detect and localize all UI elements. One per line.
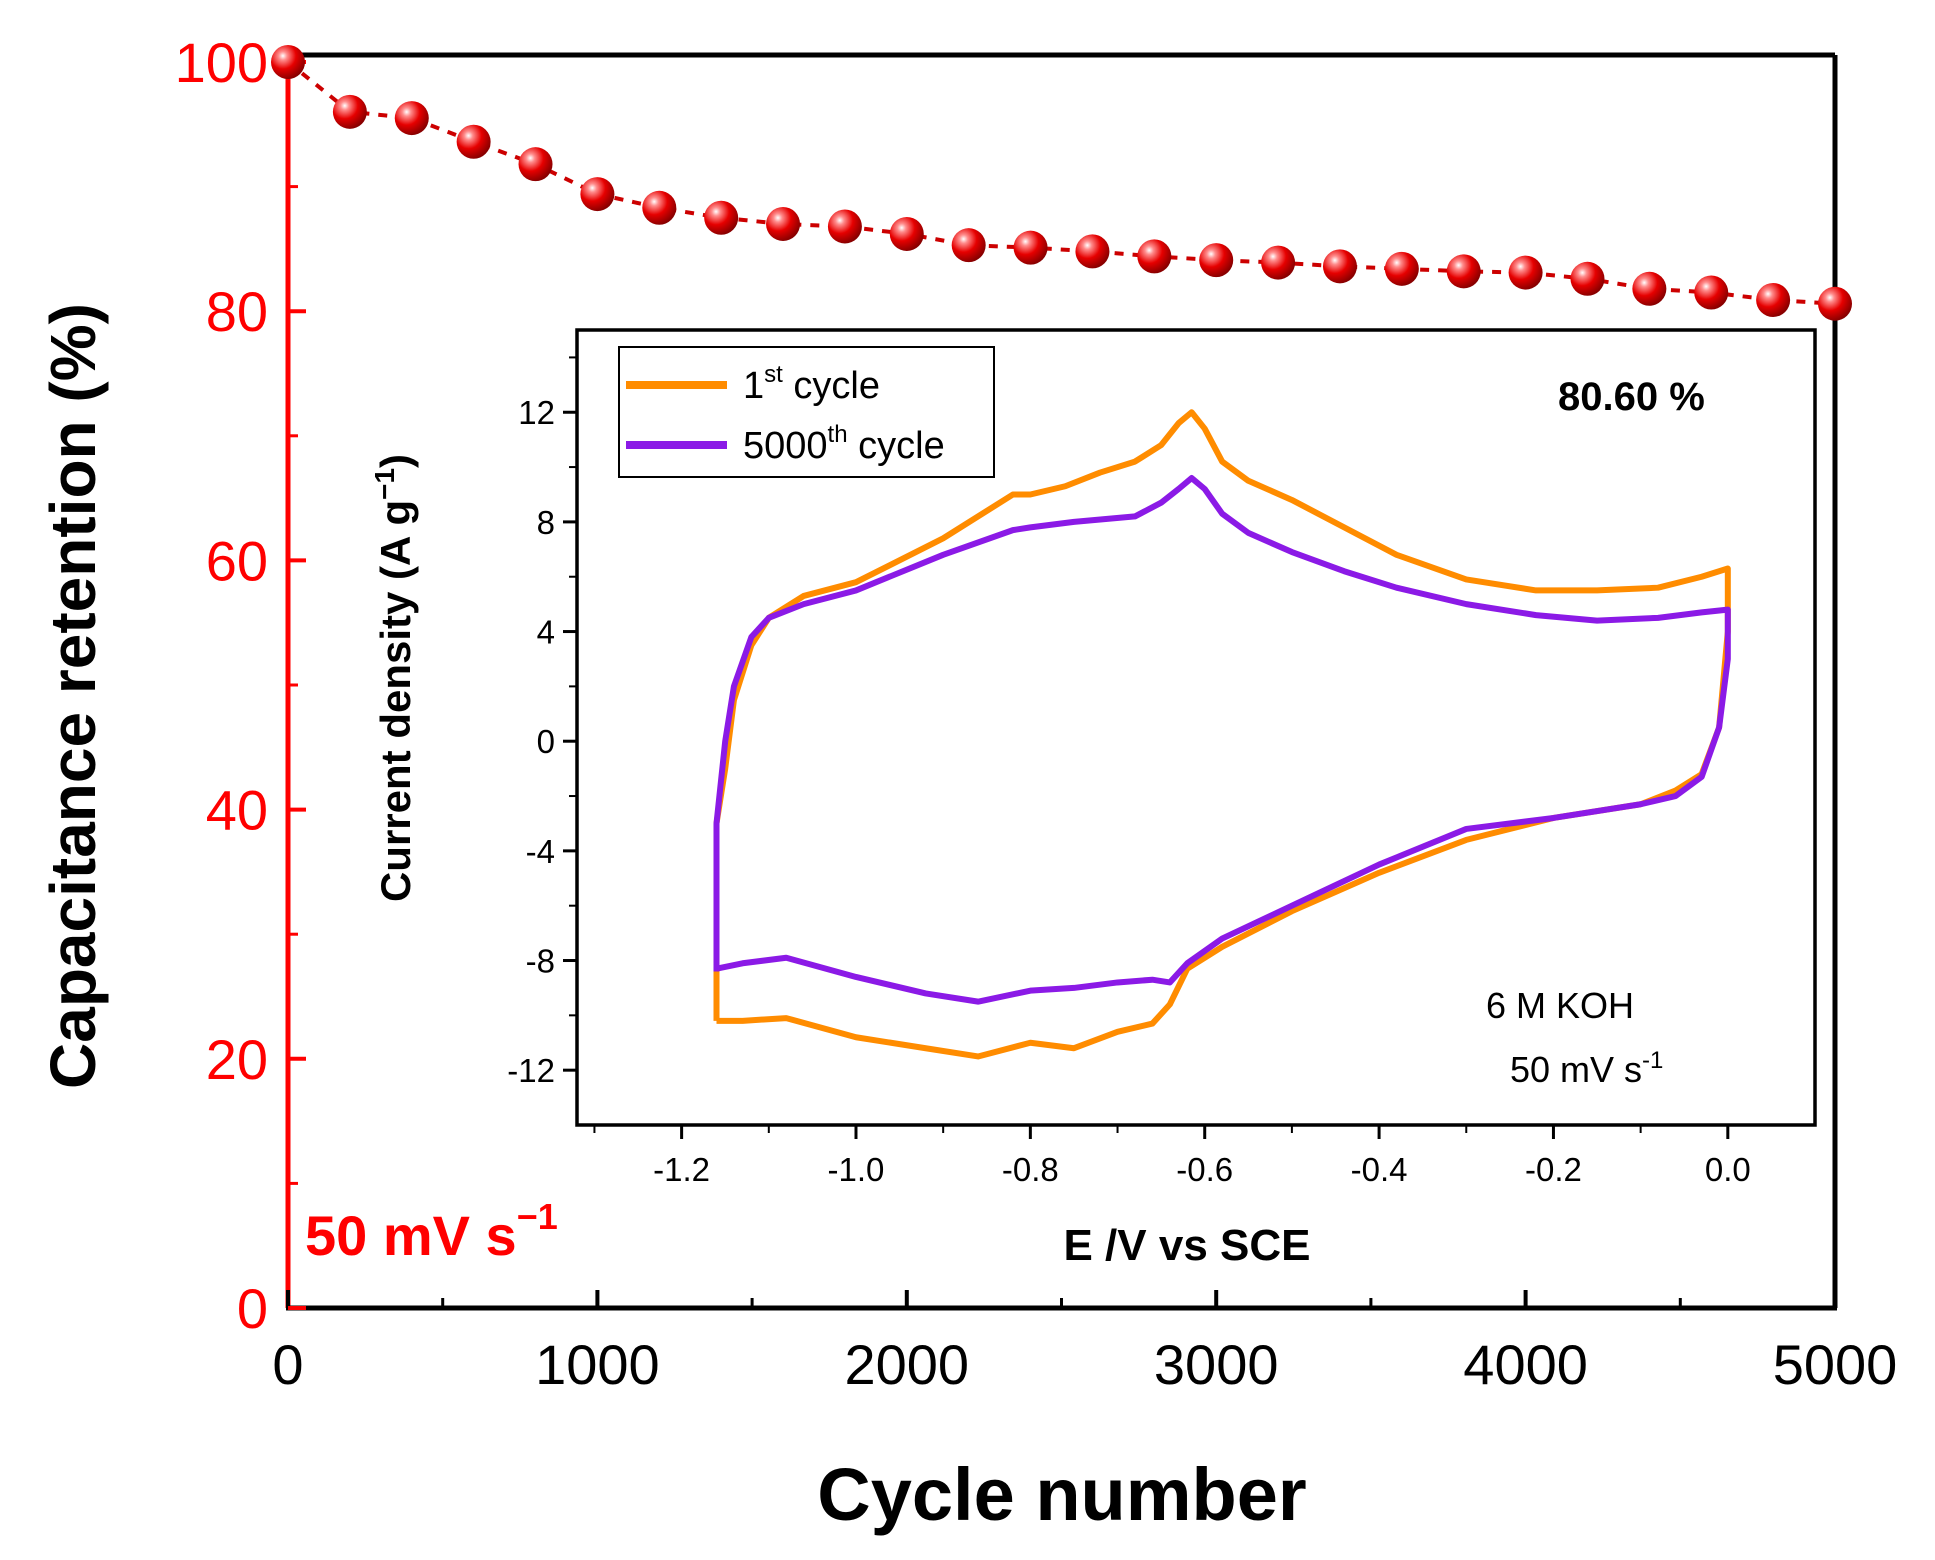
retention-point	[1446, 254, 1481, 289]
main-x-tick-label: 0	[272, 1333, 303, 1396]
inset-y-tick-label: -8	[526, 943, 555, 980]
main-x-axis-title: Cycle number	[817, 1453, 1306, 1536]
retention-point	[1137, 239, 1172, 274]
inset-y-tick-label: -12	[507, 1052, 555, 1089]
retention-point	[518, 147, 553, 182]
main-x-tick-label: 5000	[1773, 1333, 1898, 1396]
inset-y-tick-label: 8	[537, 504, 555, 541]
retention-point	[580, 177, 615, 212]
scan-rate-label: 50 mV s-1	[1510, 1047, 1663, 1090]
inset-x-tick-label: -0.6	[1176, 1151, 1233, 1188]
retention-point	[271, 45, 305, 79]
retention-point	[1756, 282, 1791, 317]
main-y-tick-label: 40	[206, 779, 268, 842]
retention-point	[704, 200, 739, 235]
retention-point	[642, 190, 677, 225]
inset-y-title-suffix: )	[372, 454, 419, 468]
inset-x-tick-label: -0.2	[1525, 1151, 1582, 1188]
main-x-tick-label: 2000	[845, 1333, 970, 1396]
inset-y-tick-label: 0	[537, 723, 555, 760]
main-y-tick-label: 100	[175, 31, 268, 94]
retention-point	[1013, 230, 1048, 265]
scan-rate-label-exponent: -1	[1642, 1047, 1663, 1074]
inset-x-tick-label: -0.4	[1351, 1151, 1408, 1188]
retention-point	[1384, 251, 1419, 286]
main-x-tick-label: 1000	[535, 1333, 660, 1396]
main-y-tick-label: 60	[206, 529, 268, 592]
retention-point	[456, 124, 491, 159]
inset-series-1st-cycle	[713, 409, 1731, 1060]
inset-x-tick-label: 0.0	[1705, 1151, 1751, 1188]
scan-rate-label-text: 50 mV s	[1510, 1049, 1642, 1090]
main-x-tick-label: 4000	[1463, 1333, 1588, 1396]
main-y-tick-label: 0	[237, 1277, 268, 1340]
scan-rate-text: 50 mV s	[305, 1204, 517, 1267]
legend-5000th-sup: th	[828, 421, 848, 448]
electrolyte-label: 6 M KOH	[1486, 985, 1634, 1026]
main-y-tick-label: 80	[206, 280, 268, 343]
retention-point	[1322, 249, 1357, 284]
retention-point	[1570, 261, 1605, 296]
retention-value-label: 80.60 %	[1558, 375, 1705, 419]
legend-1st-sup: st	[764, 361, 783, 388]
retention-point	[1075, 234, 1110, 269]
inset-y-tick-label: 4	[537, 614, 555, 651]
retention-point	[951, 228, 986, 263]
legend-1st-base: 1	[743, 365, 764, 407]
retention-point	[889, 216, 924, 251]
retention-point	[1694, 275, 1729, 310]
inset-y-tick-label: -4	[526, 833, 555, 870]
legend-box	[618, 346, 995, 478]
legend-5000th-base: 5000	[743, 425, 828, 467]
retention-point	[766, 206, 801, 241]
retention-point	[1199, 243, 1234, 278]
retention-line	[286, 60, 1836, 306]
inset-legend: 1st cycle 5000th cycle	[618, 346, 995, 478]
inset-x-tick-label: -0.8	[1002, 1151, 1059, 1188]
inset-x-tick-label: -1.2	[653, 1151, 710, 1188]
legend-label-1st-cycle: 1st cycle	[743, 361, 880, 407]
retention-point	[1632, 271, 1667, 306]
retention-point	[1508, 255, 1543, 290]
legend-1st-rest: cycle	[783, 365, 880, 407]
main-y-tick-label: 20	[206, 1028, 268, 1091]
scan-rate-exponent: −1	[517, 1196, 558, 1237]
scan-rate-annotation: 50 mV s−1	[305, 1196, 558, 1267]
retention-point	[332, 94, 367, 129]
legend-label-5000th-cycle: 5000th cycle	[743, 421, 945, 467]
retention-point	[827, 209, 862, 244]
retention-point	[1818, 286, 1852, 321]
inset-x-tick-label: -1.0	[828, 1151, 885, 1188]
inset-x-axis-title: E /V vs SCE	[1063, 1221, 1310, 1270]
inset-y-title-exponent: −1	[369, 468, 400, 500]
retention-point	[1261, 245, 1296, 280]
inset-y-title-prefix: Current density (A g	[372, 500, 419, 902]
inset-y-tick-label: 12	[518, 394, 555, 431]
main-x-tick-label: 3000	[1154, 1333, 1279, 1396]
inset-y-axis-title: Current density (A g−1)	[369, 454, 419, 902]
retention-point	[394, 101, 429, 136]
inset-series-5000th-cycle	[713, 475, 1731, 1005]
legend-5000th-rest: cycle	[848, 425, 945, 467]
main-y-axis-title: Capacitance retention (%)	[37, 303, 109, 1089]
